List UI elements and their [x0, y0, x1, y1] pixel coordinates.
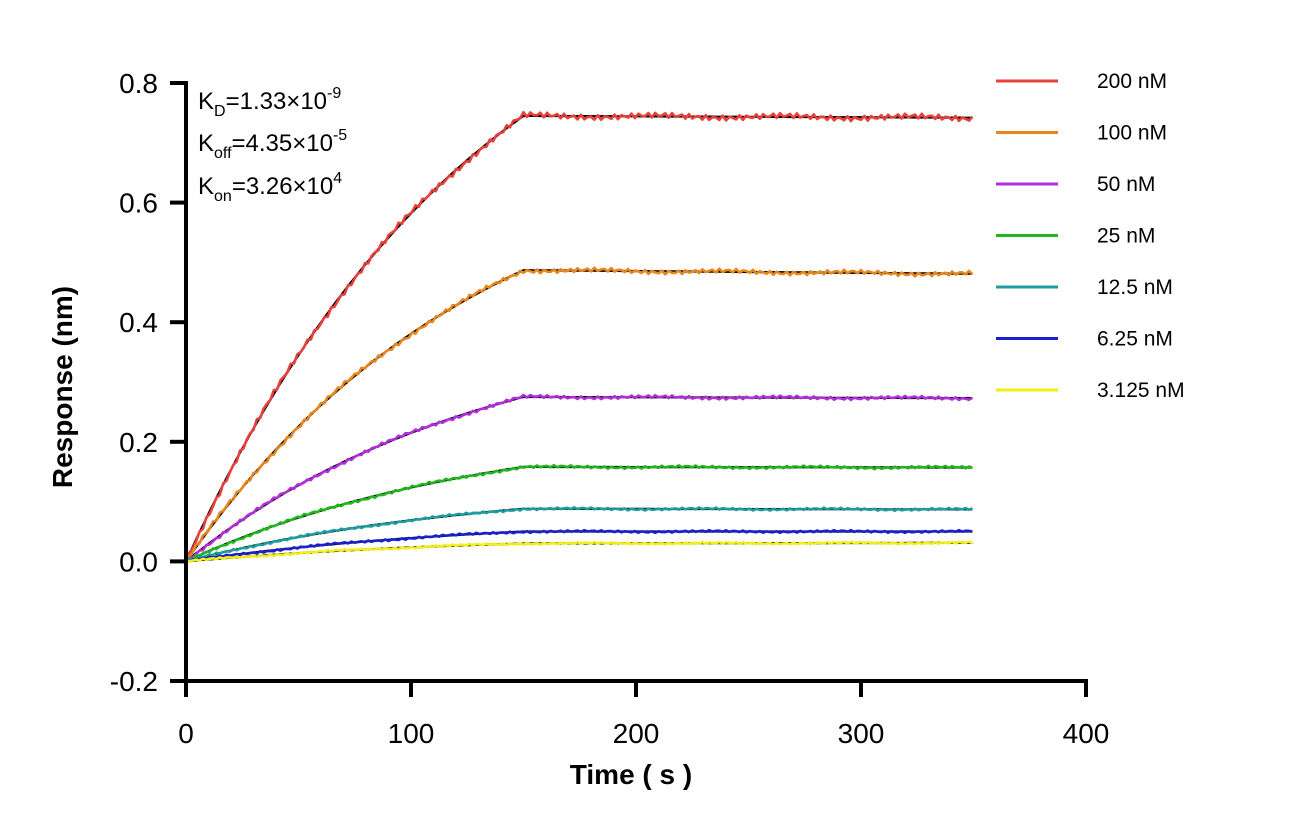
legend: 200 nM 100 nM 50 nM 25 nM 12.5 nM 6.25 nM 3.12… [996, 70, 1185, 402]
constant-kon: Kon=3.26×104 [198, 170, 342, 205]
kinetic-constants-annotation: KD=1.33×10-9 Koff=4.35×10-5 Kon=3.26×104 [198, 85, 347, 205]
legend-label: 100 nM [1097, 122, 1167, 145]
series-line-25-nm [185, 463, 973, 562]
y-tick-label: -0.2 [110, 666, 158, 697]
y-tick-label: 0.2 [119, 427, 158, 458]
x-tick-label: 400 [1063, 718, 1110, 749]
x-tick-label: 0 [178, 718, 194, 749]
series-line-6-25-nm [185, 528, 973, 563]
x-tick-label: 100 [388, 718, 435, 749]
constant-koff: Koff=4.35×10-5 [198, 127, 347, 162]
y-tick-label: 0.8 [119, 68, 158, 99]
series-line-12-5-nm [185, 506, 973, 563]
x-tick-label: 300 [838, 718, 885, 749]
axes [170, 81, 1088, 697]
constant-kd: KD=1.33×10-9 [198, 85, 341, 120]
series-curves [184, 111, 974, 565]
y-tick-label: 0.4 [119, 307, 158, 338]
y-axis-title: Response (nm) [47, 286, 78, 488]
y-tick-label: 0.0 [119, 546, 158, 577]
legend-label: 50 nM [1097, 173, 1155, 196]
series-line-3-125-nm [185, 540, 973, 563]
legend-label: 12.5 nM [1097, 276, 1173, 299]
tick-labels: -0.2 0.0 0.2 0.4 0.6 0.8 0 100 200 300 400 [110, 68, 1110, 749]
y-tick-label: 0.6 [119, 188, 158, 219]
series-line-200-nm [184, 111, 974, 565]
series-line-100-nm [185, 266, 974, 562]
x-tick-label: 200 [613, 718, 660, 749]
legend-label: 200 nM [1097, 70, 1167, 93]
legend-label: 6.25 nM [1097, 328, 1173, 351]
series-line-50-nm [184, 393, 974, 564]
x-axis-title: Time ( s ) [570, 759, 692, 790]
fit-line-100-nm [185, 269, 973, 563]
legend-label: 3.125 nM [1097, 379, 1185, 402]
legend-label: 25 nM [1097, 225, 1155, 248]
